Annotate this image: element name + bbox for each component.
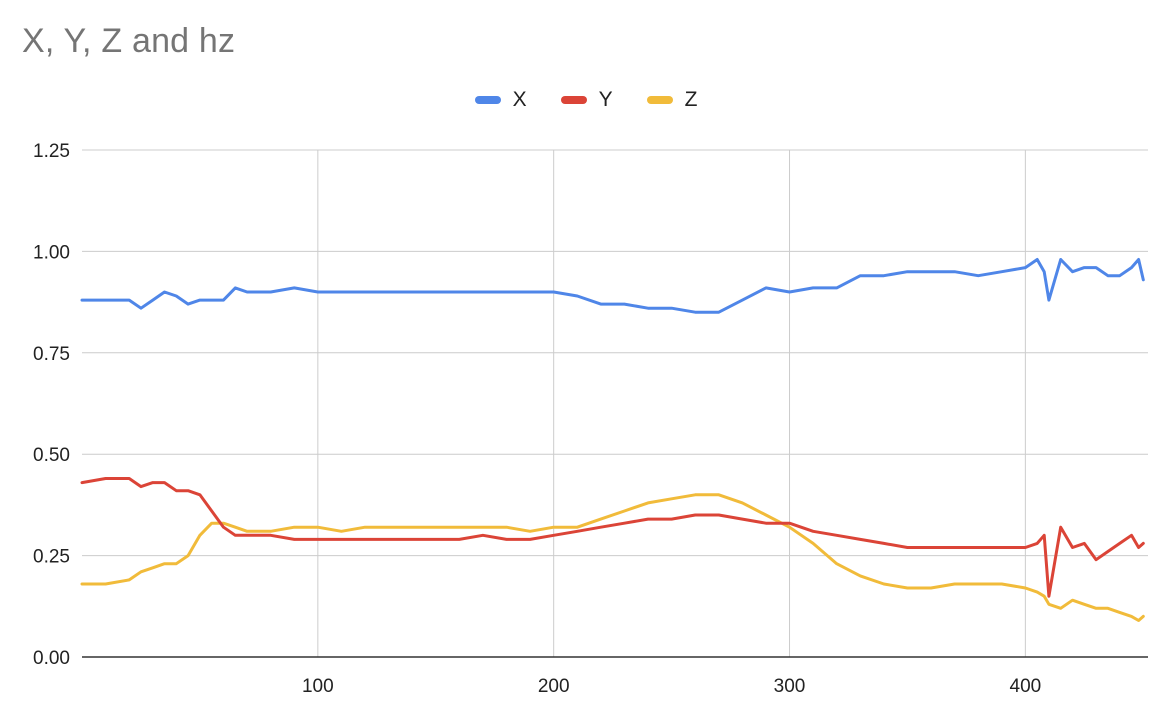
- y-tick-label: 1.25: [33, 141, 70, 162]
- legend: X Y Z: [0, 88, 1172, 112]
- x-tick-label: 400: [1010, 676, 1042, 697]
- legend-item-y[interactable]: Y: [560, 88, 613, 112]
- y-tick-label: 0.50: [33, 445, 70, 466]
- legend-swatch-z: [646, 96, 673, 104]
- x-tick-label: 300: [774, 676, 806, 697]
- y-tick-label: 0.25: [33, 547, 70, 568]
- chart-title: X, Y, Z and hz: [22, 22, 236, 60]
- x-tick-label: 200: [538, 676, 570, 697]
- series-line-y: [80, 477, 1145, 598]
- legend-item-x[interactable]: X: [474, 88, 527, 112]
- x-tick-label: 100: [302, 676, 334, 697]
- series-line-x: [80, 258, 1145, 314]
- y-tick-label: 0.75: [33, 344, 70, 365]
- legend-swatch-x: [474, 96, 501, 104]
- legend-swatch-y: [560, 96, 587, 104]
- legend-label-z: Z: [684, 88, 698, 111]
- y-tick-label: 0.00: [33, 648, 70, 669]
- legend-label-x: X: [512, 88, 527, 111]
- legend-label-y: Y: [598, 88, 613, 111]
- legend-item-z[interactable]: Z: [646, 88, 698, 112]
- y-tick-label: 1.00: [33, 242, 70, 263]
- series-line-z: [80, 493, 1145, 622]
